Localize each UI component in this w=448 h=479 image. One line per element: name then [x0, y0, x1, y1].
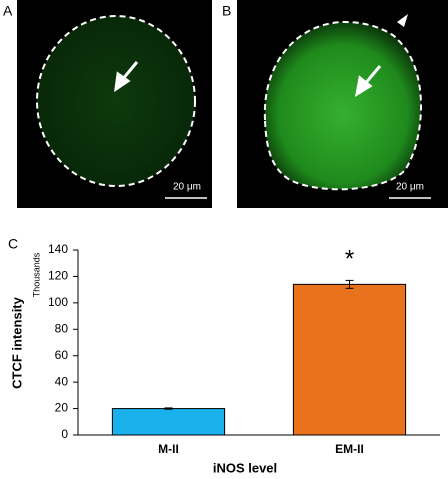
- y-tick-label: 120: [48, 269, 68, 283]
- scale-bar-label: 20 μm: [396, 182, 424, 193]
- y-axis-label: CTCF intensity: [9, 296, 24, 388]
- panel-label: B: [222, 3, 231, 19]
- scale-bar-label: 20 μm: [173, 182, 201, 193]
- y-tick-label: 20: [55, 401, 69, 415]
- x-tick-label: M-II: [158, 442, 179, 456]
- cell: [264, 22, 422, 190]
- y-tick-label: 60: [55, 348, 69, 362]
- x-axis-label: iNOS level: [213, 460, 277, 475]
- cell-outline: [36, 15, 196, 187]
- y-tick-label: 100: [48, 295, 68, 309]
- y-axis-unit: Thousands: [31, 252, 41, 297]
- bar: [111, 408, 226, 436]
- significance-marker: *: [345, 246, 354, 273]
- arrowhead: [397, 14, 408, 27]
- arrow: [354, 65, 382, 98]
- cell: [37, 16, 195, 186]
- panel-label: A: [3, 3, 13, 19]
- y-tick-label: 140: [48, 242, 68, 256]
- x-tick-label: EM-II: [335, 442, 364, 456]
- arrow: [114, 61, 139, 93]
- cell-outline: [263, 20, 422, 191]
- bar: [292, 283, 407, 436]
- y-tick-label: 0: [61, 427, 68, 441]
- error-bar: [164, 407, 173, 410]
- y-tick-label: 40: [55, 374, 69, 388]
- panel-label: C: [8, 236, 18, 252]
- error-bar: [345, 279, 354, 289]
- y-tick-label: 80: [55, 321, 69, 335]
